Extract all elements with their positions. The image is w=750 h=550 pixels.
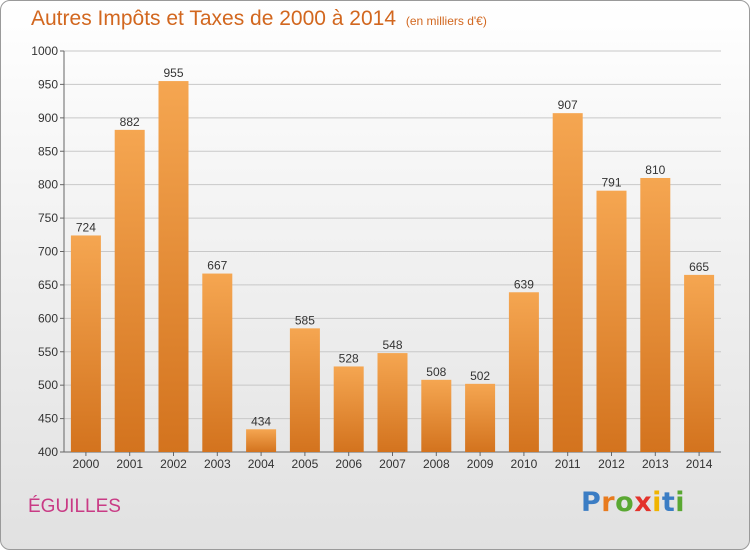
bar-2001 [114,129,145,452]
bar-2003 [202,273,233,452]
logo-letter: i [675,487,686,518]
y-tick-label: 400 [38,445,58,459]
logo-letter: o [615,487,635,518]
x-tick-label: 2001 [116,457,143,471]
location-name: ÉGUILLES [28,496,121,517]
value-labels: 724 882 955 667 434 585 528 548 508 502 639 907 791 8… [76,66,710,428]
y-tick-label: 950 [38,77,58,91]
y-tick-label: 750 [38,211,58,225]
bar-value-label: 528 [339,351,359,365]
bar-value-label: 667 [207,259,227,273]
x-tick-label: 2011 [555,457,581,471]
bar-2002 [158,81,189,452]
bar-value-label: 585 [295,313,315,327]
x-tick-label: 2012 [598,457,625,471]
chart-title: Autres Impôts et Taxes de 2000 à 2014 (e… [31,7,487,31]
x-tick-label: 2014 [686,457,713,471]
bar-2010 [508,292,539,452]
y-tick-label: 600 [38,311,58,325]
bar-2005 [289,328,320,452]
x-tick-labels: 2000 2001 2002 2003 2004 2005 2006 2007 2008 2009… [73,457,713,471]
bar-value-label: 508 [426,365,446,379]
y-tick-label: 500 [38,378,58,392]
y-tick-label: 800 [38,178,58,192]
bar-value-label: 724 [76,220,96,234]
bar-value-label: 882 [120,115,140,129]
bar-2008 [421,379,452,452]
x-tick-label: 2004 [248,457,275,471]
logo-letter: r [601,487,616,518]
chart-title-text: Autres Impôts et Taxes de 2000 à 2014 [31,7,397,30]
bar-value-label: 907 [558,98,578,112]
x-tick-label: 2000 [73,457,100,471]
bar-value-label: 434 [251,414,271,428]
bar-value-label: 639 [514,277,534,291]
x-tick-label: 2009 [467,457,494,471]
bars [70,81,715,452]
bar-value-label: 810 [645,163,665,177]
bar-2013 [640,177,671,452]
x-tick-label: 2005 [292,457,319,471]
bar-value-label: 665 [689,260,709,274]
bar-2012 [596,190,627,452]
x-tick-label: 2007 [379,457,406,471]
proxiti-logo: Proxiti [581,487,685,518]
bar-2006 [333,366,364,452]
chart-subtitle: (en milliers d'€) [405,14,487,28]
x-tick-label: 2008 [423,457,450,471]
bar-2007 [377,353,408,452]
bar-2000 [70,235,101,452]
y-tick-label: 850 [38,144,58,158]
bar-2004 [246,429,277,452]
y-tick-label: 1000 [31,44,58,58]
y-tick-label: 650 [38,278,58,292]
logo-letter: i [652,487,662,518]
bar-value-label: 791 [601,176,621,190]
bar-2011 [552,113,583,452]
y-tick-label: 900 [38,111,58,125]
y-tick-label: 550 [38,345,58,359]
y-tick-label: 450 [38,412,58,426]
logo-letter: P [581,487,602,518]
x-tick-label: 2002 [160,457,187,471]
bar-value-label: 548 [382,338,402,352]
bar-value-label: 955 [163,66,183,80]
y-tick-label: 700 [38,245,58,259]
logo-letter: t [661,487,676,518]
x-tick-label: 2010 [511,457,538,471]
bar-2009 [465,383,496,452]
x-tick-label: 2013 [642,457,669,471]
x-tick-label: 2003 [204,457,231,471]
bar-2014 [684,274,715,452]
y-tick-labels: 400 450 500 550 600 650 700 750 800 850 900 950 1000 [31,44,58,459]
logo-letter: x [634,487,653,518]
x-tick-label: 2006 [335,457,362,471]
bar-value-label: 502 [470,369,490,383]
